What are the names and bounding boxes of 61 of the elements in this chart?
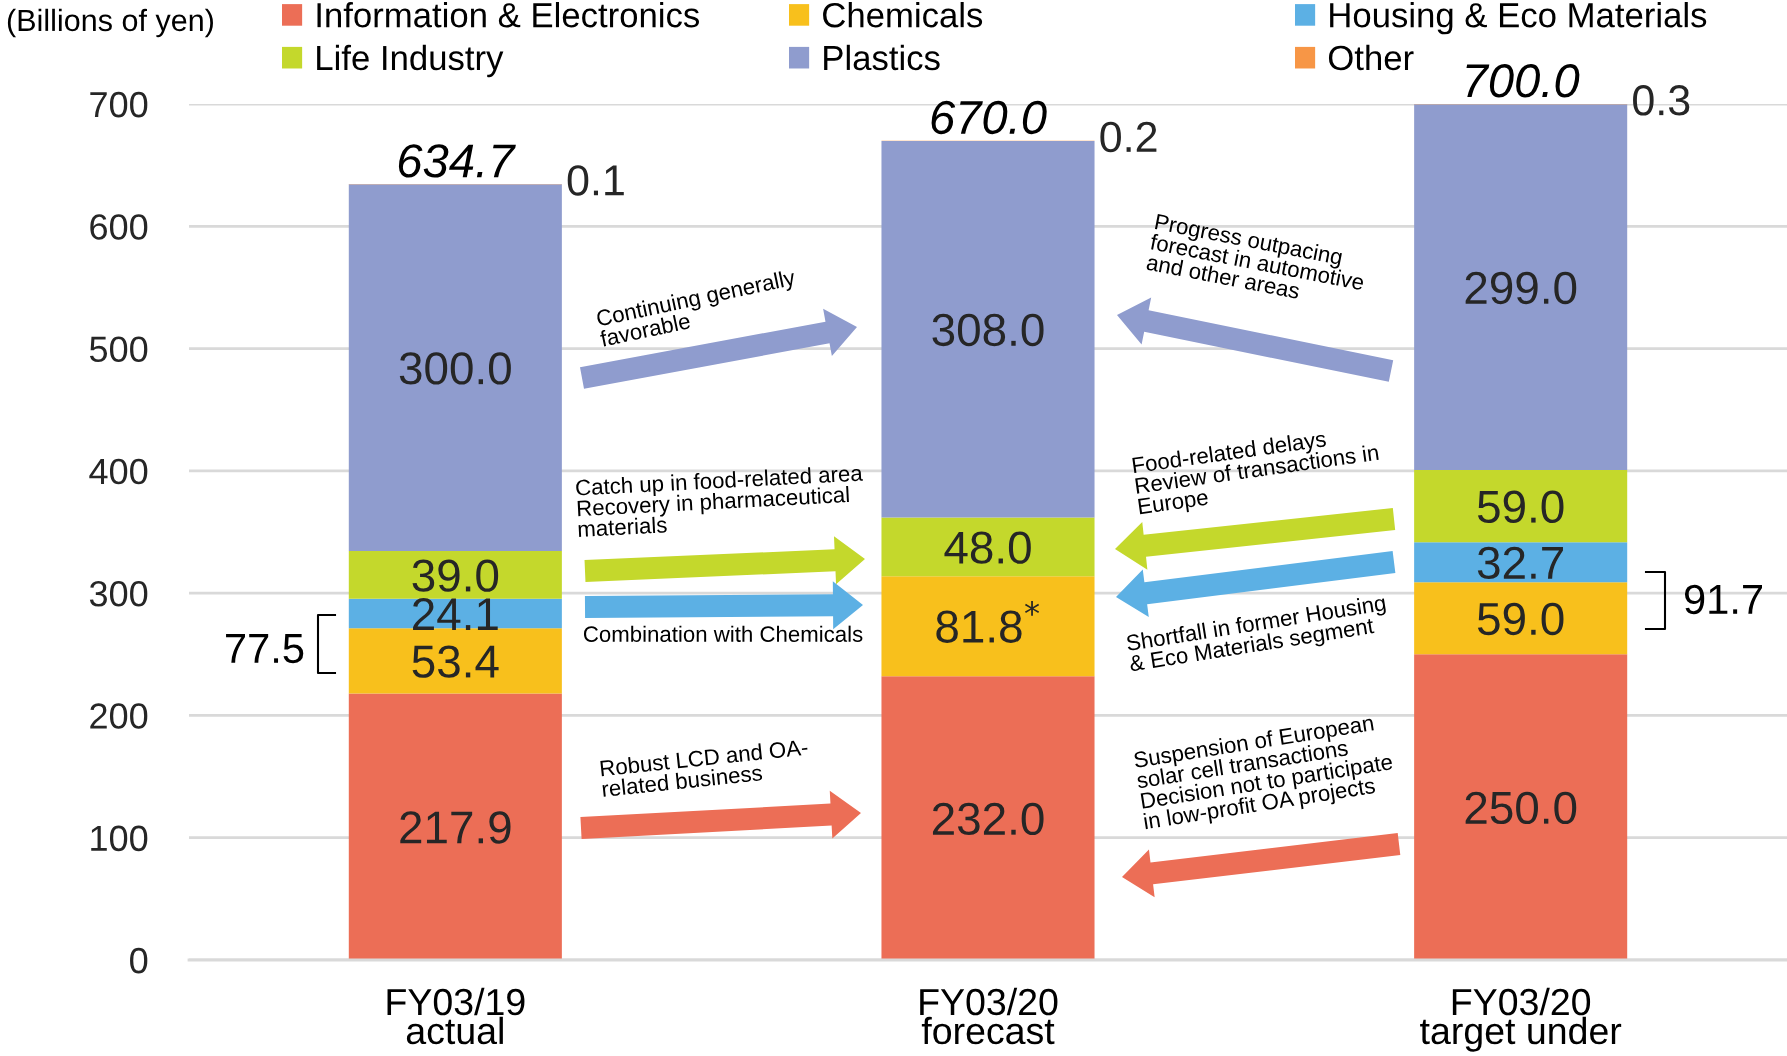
y-tick-label: 700	[90, 91, 148, 118]
data-label: 0.2	[1100, 121, 1157, 153]
data-label: 39.0	[412, 559, 499, 592]
y-tick-label: 100	[91, 825, 148, 852]
bar	[881, 517, 1095, 577]
bar	[348, 628, 562, 694]
data-label: 32.7	[1477, 546, 1563, 580]
annotation: Continuing generally favorable	[595, 268, 798, 347]
x-tick-label: FY03/19 actual	[387, 987, 525, 1045]
y-tick-label: 200	[90, 703, 148, 729]
legend-label: Life Industry	[317, 44, 504, 78]
annotation: Food-related delays Review of transactions in Europe	[1132, 430, 1379, 519]
data-label: 0.3	[1633, 85, 1690, 116]
bar	[1414, 104, 1628, 470]
annotation: Shortfall in former Housing & Eco Materials segment	[1125, 594, 1387, 676]
annotation: Catch up in food-related area Recovery in pharmaceutical materials	[575, 464, 864, 538]
y-tick-label: 300	[89, 581, 148, 607]
data-label: 24.1	[413, 598, 498, 630]
bar	[881, 676, 1095, 960]
total-label: 700.0	[1466, 64, 1580, 98]
annotation: Robust LCD and OA- related business	[600, 738, 808, 798]
data-label: 299.0	[1465, 271, 1577, 305]
data-label: 59.0	[1477, 602, 1564, 636]
legend-label: Other	[1328, 44, 1414, 71]
y-tick-label: 0	[130, 947, 148, 974]
annotation: 77.5	[226, 634, 304, 664]
bar	[1414, 542, 1628, 583]
legend-label: Housing & Eco Materials	[1330, 2, 1707, 35]
data-label: 308.0	[932, 313, 1044, 347]
y-axis-title: (Billions of yen)	[7, 8, 213, 38]
total-label: 634.7	[398, 144, 516, 178]
legend-label: Information & Electronics	[317, 2, 699, 28]
y-tick-label: 500	[89, 336, 148, 363]
data-label: 48.0	[944, 531, 1031, 564]
data-label: 59.0	[1477, 490, 1564, 524]
y-tick-label: 400	[89, 458, 148, 485]
x-tick-label: FY03/20 target under	[1420, 987, 1622, 1052]
total-label: 670.0	[931, 100, 1047, 135]
data-label: 217.9	[400, 811, 511, 844]
bar	[1414, 582, 1628, 655]
data-label: 300.0	[399, 352, 511, 385]
data-label: 0.1	[567, 165, 624, 196]
data-label: 53.4	[412, 645, 499, 678]
bar	[348, 184, 562, 552]
data-label: 232.0	[932, 802, 1044, 836]
annotation: 91.7	[1684, 584, 1762, 615]
bar	[881, 140, 1095, 518]
bar	[881, 576, 1095, 677]
y-tick-label: 600	[90, 214, 148, 240]
x-tick-label: FY03/20 forecast	[920, 987, 1058, 1045]
bar	[348, 693, 562, 960]
annotation: Progress outpacing forecast in automotive and other areas	[1146, 213, 1365, 299]
data-label: 250.0	[1465, 791, 1577, 825]
legend-label: Chemicals	[823, 2, 983, 28]
bar	[1414, 470, 1628, 543]
annotation: Suspension of European solar cell transactions Decision not to participate in low-profit OA projects	[1133, 714, 1394, 834]
legend-label: Plastics	[824, 44, 940, 71]
data-label: 81.8$^{*}$	[936, 601, 1040, 643]
bar	[348, 551, 562, 599]
bar	[1414, 654, 1628, 960]
annotation: Combination with Chemicals	[583, 625, 863, 642]
